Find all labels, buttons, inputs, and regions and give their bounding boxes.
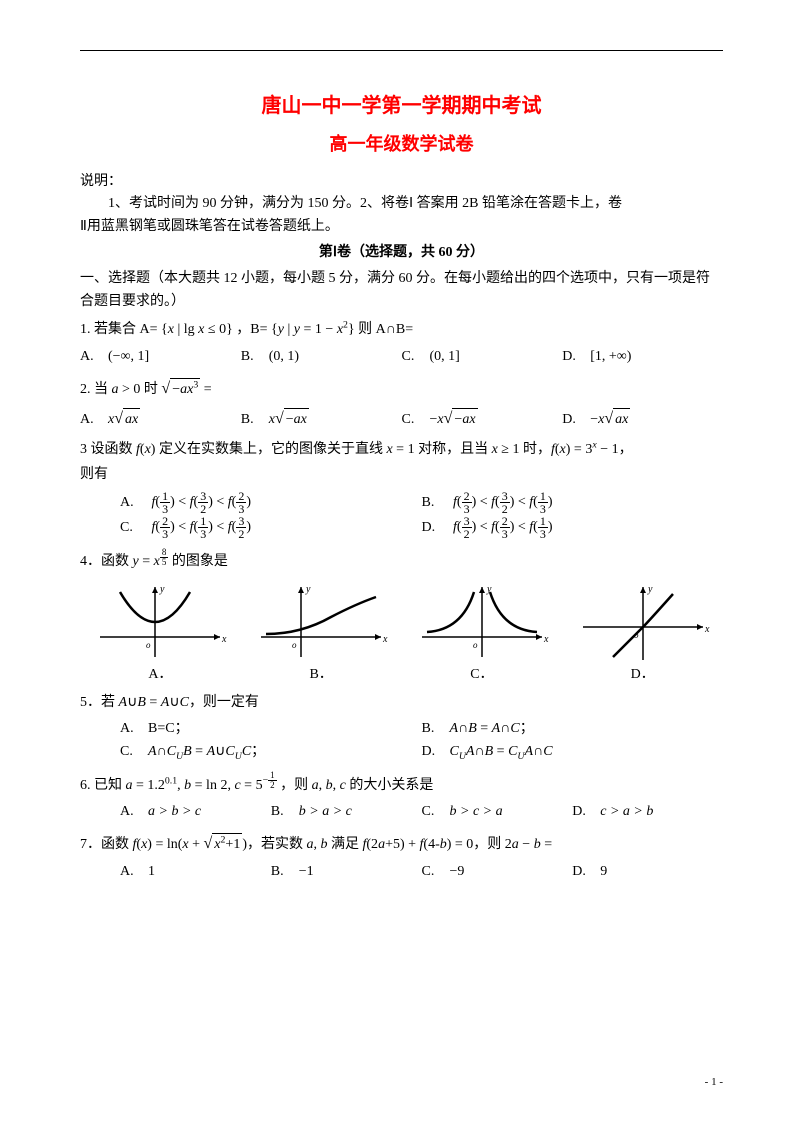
svg-text:o: o xyxy=(146,640,151,650)
question-3: 3 设函数 f(x) 定义在实数集上，它的图像关于直线 x = 1 对称，且当 … xyxy=(80,439,723,461)
q2-stem-text: 2. 当 a > 0 时 xyxy=(80,382,161,397)
question-7: 7．函数 f(x) = ln(x + x2+1)，若实数 a, b 满足 f(2… xyxy=(80,831,723,857)
q5-opt-A: A.B=C； xyxy=(120,718,422,740)
svg-text:o: o xyxy=(634,630,639,640)
q4-graph-C: x y o xyxy=(412,582,552,662)
q3-opt-D: D. f(32) < f(23) < f(13) xyxy=(422,515,724,540)
header-rule xyxy=(80,50,723,51)
q4-graph-labels: A． B． C． D． xyxy=(80,664,723,686)
q4-label-A: A． xyxy=(80,664,241,686)
q7-opt-B: B.−1 xyxy=(271,861,422,883)
q3-opt-A: A. f(13) < f(32) < f(23) xyxy=(120,490,422,515)
q2-opt-D: D.−xax xyxy=(562,406,723,432)
q3-stem2: 则有 xyxy=(80,464,723,486)
question-6: 6. 已知 a = 1.20.1, b = ln 2, c = 5−12 ，则 … xyxy=(80,771,723,797)
svg-text:y: y xyxy=(647,584,653,595)
q2-opt-B: B.x−ax xyxy=(241,406,402,432)
q6-opt-D: D.c > a > b xyxy=(572,801,723,823)
q6-opt-C: C.b > c > a xyxy=(422,801,573,823)
q4-label-C: C． xyxy=(402,664,563,686)
svg-text:y: y xyxy=(486,584,492,595)
q1-options: A.(−∞, 1] B.(0, 1) C.(0, 1] D.[1, +∞) xyxy=(80,346,723,368)
q1-opt-A: A.(−∞, 1] xyxy=(80,346,241,368)
q5-opt-C: C.A∩CUB = A∪CUC； xyxy=(120,741,422,763)
svg-text:x: x xyxy=(382,634,388,645)
q5-options: A.B=C； B.A∩B = A∩C； C.A∩CUB = A∪CUC； D.C… xyxy=(80,718,723,763)
q1-tail: 则 A∩B= xyxy=(358,322,413,337)
q7-opt-C: C.−9 xyxy=(422,861,573,883)
q1-setA: {x | lg x ≤ 0} xyxy=(161,322,233,337)
page-number: - 1 - xyxy=(705,1074,723,1092)
question-5: 5．若 A∪B = A∪C，则一定有 xyxy=(80,692,723,714)
q7-stem: 7．函数 f(x) = ln(x + x2+1)，若实数 a, b 满足 f(2… xyxy=(80,837,552,852)
q3-stem: 3 设函数 f(x) 定义在实数集上，它的图像关于直线 x = 1 对称，且当 … xyxy=(80,442,633,457)
question-2: 2. 当 a > 0 时 −ax3 = xyxy=(80,376,723,402)
svg-text:x: x xyxy=(704,624,710,635)
svg-text:y: y xyxy=(159,584,165,595)
q1-mid: ，B= xyxy=(236,322,267,337)
q4-graph-B: x y o xyxy=(251,582,391,662)
q4-graph-D: x y o xyxy=(573,582,713,662)
q7-opt-A: A.1 xyxy=(120,861,271,883)
q3-opt-B: B. f(23) < f(32) < f(13) xyxy=(422,490,724,515)
q2-sqrt: −ax3 xyxy=(161,376,200,402)
question-1: 1. 若集合 A= {x | lg x ≤ 0} ，B= {y | y = 1 … xyxy=(80,319,723,341)
q3-options: A. f(13) < f(32) < f(23) B. f(23) < f(32… xyxy=(80,490,723,540)
svg-text:o: o xyxy=(473,640,478,650)
q1-stem-pre: 1. 若集合 A= xyxy=(80,322,158,337)
svg-text:x: x xyxy=(543,634,549,645)
instruction-line-2: Ⅱ用蓝黑钢笔或圆珠笔答在试卷答题纸上。 xyxy=(80,216,723,238)
section-1-header: 第Ⅰ卷（选择题，共 60 分） xyxy=(80,242,723,264)
q5-opt-B: B.A∩B = A∩C； xyxy=(422,718,724,740)
q6-stem: 6. 已知 a = 1.20.1, b = ln 2, c = 5−12 ，则 … xyxy=(80,778,433,793)
q4-stem-text: 4．函数 y = x85 的图象是 xyxy=(80,554,228,569)
q5-stem: 5．若 A∪B = A∪C，则一定有 xyxy=(80,695,259,710)
q1-opt-B: B.(0, 1) xyxy=(241,346,402,368)
q6-options: A.a > b > c B.b > a > c C.b > c > a D.c … xyxy=(80,801,723,823)
q4-label-B: B． xyxy=(241,664,402,686)
exam-title: 唐山一中一学第一学期期中考试 xyxy=(80,90,723,122)
exam-subtitle: 高一年级数学试卷 xyxy=(80,130,723,159)
q4-graph-A: x y o xyxy=(90,582,230,662)
q7-opt-D: D.9 xyxy=(572,861,723,883)
q1-opt-C: C.(0, 1] xyxy=(402,346,563,368)
q2-eq: = xyxy=(204,382,212,397)
instruction-line-1: 1、考试时间为 90 分钟，满分为 150 分。2、将卷Ⅰ 答案用 2B 铅笔涂… xyxy=(80,193,723,215)
q3-opt-C: C. f(23) < f(13) < f(32) xyxy=(120,515,422,540)
exam-page: 唐山一中一学第一学期期中考试 高一年级数学试卷 说明： 1、考试时间为 90 分… xyxy=(0,0,793,1122)
q1-opt-D: D.[1, +∞) xyxy=(562,346,723,368)
q4-graphs: x y o x y o x y o xyxy=(80,582,723,662)
svg-text:y: y xyxy=(305,584,311,595)
section-1-description: 一、选择题（本大题共 12 小题，每小题 5 分，满分 60 分。在每小题给出的… xyxy=(80,268,723,313)
q6-opt-A: A.a > b > c xyxy=(120,801,271,823)
q7-options: A.1 B.−1 C.−9 D.9 xyxy=(80,861,723,883)
q1-setB: {y | y = 1 − x2} xyxy=(271,322,355,337)
q2-options: A.xax B.x−ax C.−x−ax D.−xax xyxy=(80,406,723,432)
svg-text:o: o xyxy=(292,640,297,650)
q5-opt-D: D.CUA∩B = CUA∩C xyxy=(422,741,724,763)
q2-opt-A: A.xax xyxy=(80,406,241,432)
instructions-label: 说明： xyxy=(80,171,723,193)
question-4: 4．函数 y = x85 的图象是 xyxy=(80,548,723,574)
q4-label-D: D． xyxy=(562,664,723,686)
q2-opt-C: C.−x−ax xyxy=(402,406,563,432)
q6-opt-B: B.b > a > c xyxy=(271,801,422,823)
svg-text:x: x xyxy=(221,634,227,645)
